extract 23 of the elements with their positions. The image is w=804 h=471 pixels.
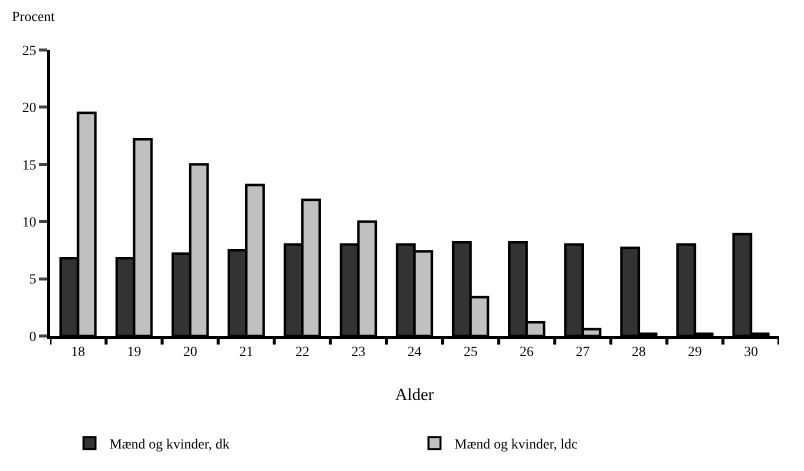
x-tick-label: 18 [71,344,86,360]
legend-label: Mænd og kvinder, dk [110,438,230,453]
x-axis-title: Alder [395,385,434,404]
x-tick-label: 30 [744,344,758,360]
y-tick-label: 10 [22,216,36,230]
x-tick-label: 29 [688,344,702,360]
x-tick-label: 28 [632,344,646,360]
y-tick-label: 20 [22,101,36,116]
x-tick-label: 25 [464,344,478,360]
x-tick-label: 21 [239,344,254,360]
y-tick-label: 25 [22,44,36,59]
x-tick-label: 22 [295,344,310,360]
y-tick-label: 0 [29,330,36,345]
legend-label: Mænd og kvinder, ldc [454,438,578,453]
x-tick-label: 26 [520,344,534,360]
y-tick-label: 15 [22,158,36,174]
x-tick-label: 23 [351,344,366,360]
y-axis-title: Procent [12,10,55,25]
x-tick-label: 27 [576,344,590,360]
x-tick-label: 19 [127,344,142,360]
x-tick-label: 24 [408,344,422,360]
x-tick-label: 20 [183,344,198,360]
y-tick-label: 5 [29,272,36,288]
